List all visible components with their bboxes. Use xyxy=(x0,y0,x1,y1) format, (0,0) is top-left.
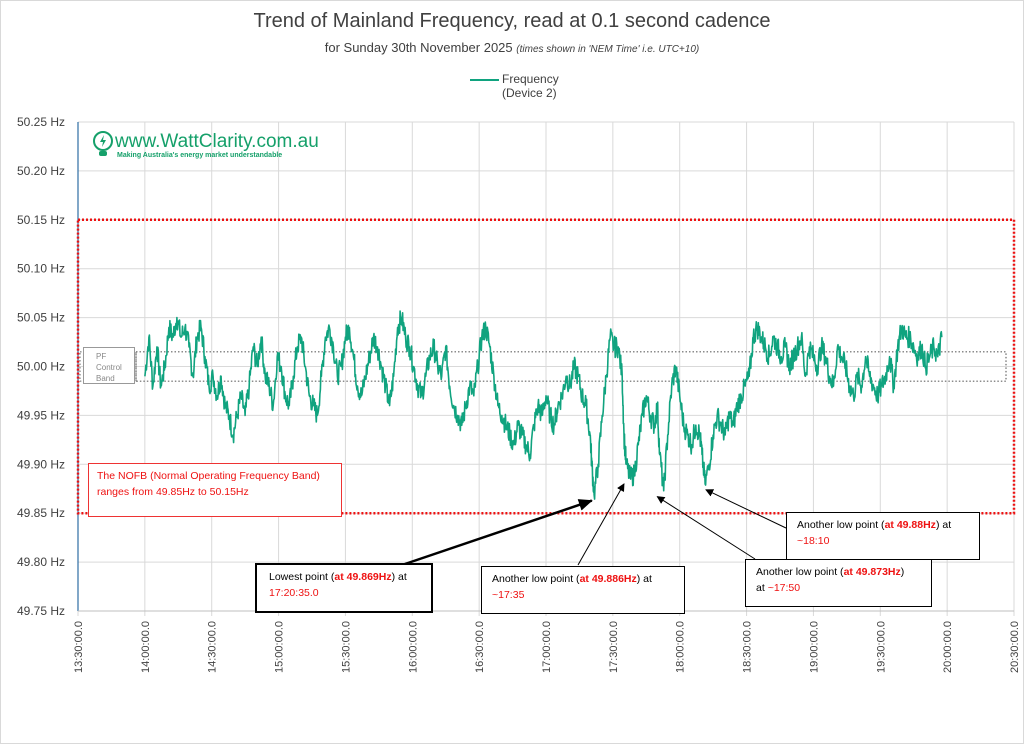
annotation-arrow xyxy=(705,489,787,529)
annotation-text: Another low point ( xyxy=(797,519,885,531)
x-tick-label: 20:30:00.0 xyxy=(1009,621,1021,673)
x-tick-label: 19:00:00.0 xyxy=(808,621,820,673)
legend-entry: Frequency xyxy=(470,72,559,86)
chart-subtitle: for Sunday 30th November 2025 (times sho… xyxy=(0,40,1024,55)
y-tick-label: 50.25 Hz xyxy=(17,115,65,129)
x-axis: 13:30:00.0 14:00:00.0 14:30:00.0 15:00:00.0… xyxy=(73,621,1021,673)
x-tick-label: 16:30:00.0 xyxy=(474,621,486,673)
annotation-time: 17:20:35.0 xyxy=(269,587,319,599)
y-tick-label: 50.10 Hz xyxy=(17,262,65,276)
annotation-arrows xyxy=(401,483,787,567)
nofb-note: The NOFB (Normal Operating Frequency Ban… xyxy=(88,463,342,517)
y-tick-label: 49.75 Hz xyxy=(17,604,65,618)
subtitle-note: (times shown in 'NEM Time' i.e. UTC+10) xyxy=(516,44,700,55)
annotation-lowest: Lowest point (at 49.869Hz) at 17:20:35.0 xyxy=(255,563,433,613)
annotation-value: at 49.88Hz xyxy=(884,519,936,531)
legend-label-2: (Device 2) xyxy=(502,86,557,100)
logo-tagline: Making Australia's energy market underst… xyxy=(117,152,283,159)
nofb-band xyxy=(76,218,1016,515)
annotation-time: ~17:35 xyxy=(492,589,525,601)
annotation-1735: Another low point (at 49.886Hz) at ~17:3… xyxy=(481,566,685,614)
annotation-time: ~17:50 xyxy=(767,582,801,594)
annotation-text: Lowest point ( xyxy=(269,571,335,583)
y-tick-label: 49.90 Hz xyxy=(17,457,65,471)
series-line-frequency xyxy=(144,310,943,500)
subtitle-text: for Sunday 30th November 2025 xyxy=(324,40,513,55)
legend: Frequency (Device 2) xyxy=(470,72,559,100)
annotation-value: at 49.869Hz xyxy=(334,571,392,583)
annotation-arrow xyxy=(577,483,625,566)
lightbulb-icon xyxy=(93,131,113,156)
y-tick-label: 49.95 Hz xyxy=(17,408,65,422)
y-tick-label: 50.00 Hz xyxy=(17,360,65,374)
x-tick-label: 18:30:00.0 xyxy=(742,621,754,673)
pf-control-band-label: PF Control Band xyxy=(83,347,135,384)
y-tick-label: 49.80 Hz xyxy=(17,555,65,569)
x-tick-label: 20:00:00.0 xyxy=(942,621,954,673)
legend-label: Frequency xyxy=(502,72,559,86)
x-tick-label: 14:00:00.0 xyxy=(140,621,152,673)
annotation-arrow xyxy=(656,496,756,560)
legend-swatch xyxy=(470,78,499,81)
annotation-text: ) xyxy=(900,566,905,578)
x-tick-label: 13:30:00.0 xyxy=(73,621,85,673)
x-tick-label: 15:00:00.0 xyxy=(274,621,286,673)
annotation-text: ) at xyxy=(935,519,952,531)
y-tick-label: 50.20 Hz xyxy=(17,164,65,178)
nofb-note-line: The NOFB (Normal Operating Frequency Ban… xyxy=(97,470,320,482)
pf-label-line: PF xyxy=(96,352,107,361)
annotation-value: at 49.873Hz xyxy=(843,566,901,578)
annotation-time: ~18:10 xyxy=(797,535,830,547)
logo-url: www.WattClarity.com.au xyxy=(115,131,319,152)
x-tick-label: 15:30:00.0 xyxy=(340,621,352,673)
pf-label-line: Control xyxy=(96,363,122,372)
x-tick-label: 17:30:00.0 xyxy=(608,621,620,673)
annotation-text: at xyxy=(756,582,765,594)
x-tick-label: 18:00:00.0 xyxy=(675,621,687,673)
annotation-text: Another low point ( xyxy=(492,573,580,585)
annotation-arrow xyxy=(401,499,593,567)
x-tick-label: 19:30:00.0 xyxy=(875,621,887,673)
annotation-1810: Another low point (at 49.88Hz) at ~18:10 xyxy=(786,512,980,560)
x-tick-label: 17:00:00.0 xyxy=(541,621,553,673)
pf-label-line: Band xyxy=(96,374,115,383)
y-tick-label: 50.15 Hz xyxy=(17,213,65,227)
y-tick-label: 49.85 Hz xyxy=(17,506,65,520)
annotation-text: ) at xyxy=(391,571,407,583)
nofb-note-line: ranges from 49.85Hz to 50.15Hz xyxy=(97,486,249,498)
annotation-1750: Another low point (at 49.873Hz) at ~17:5… xyxy=(745,559,932,607)
x-tick-label: 14:30:00.0 xyxy=(207,621,219,673)
annotation-text: ) at xyxy=(636,573,652,585)
chart-title: Trend of Mainland Frequency, read at 0.1… xyxy=(253,10,771,32)
annotation-value: at 49.886Hz xyxy=(579,573,637,585)
annotation-text: Another low point ( xyxy=(756,566,844,578)
y-axis: 50.25 Hz 50.20 Hz 50.15 Hz 50.10 Hz 50.05 Hz… xyxy=(17,115,65,618)
y-tick-label: 50.05 Hz xyxy=(17,311,65,325)
x-tick-label: 16:00:00.0 xyxy=(407,621,419,673)
